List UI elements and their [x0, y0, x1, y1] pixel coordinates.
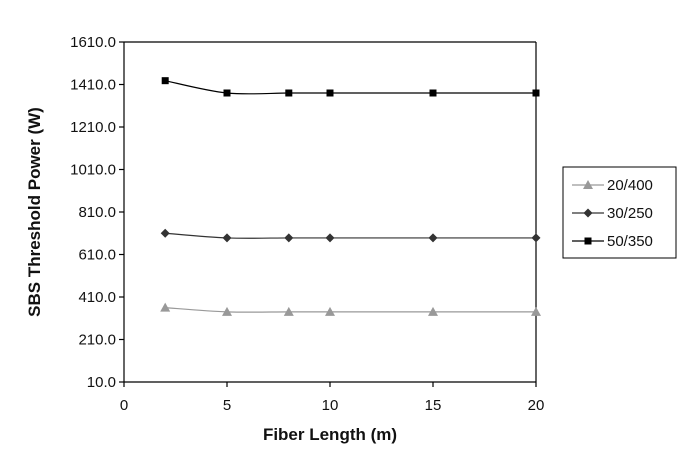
data-point	[428, 306, 438, 316]
data-point	[161, 77, 169, 85]
y-tick-label: 410.0	[78, 289, 116, 306]
data-point	[429, 89, 437, 97]
series-line-20-400	[165, 307, 536, 313]
data-point	[160, 228, 170, 238]
x-axis-title: Fiber Length (m)	[263, 425, 397, 444]
y-tick-label: 1610.0	[70, 34, 116, 51]
data-point	[283, 306, 294, 316]
y-tick-label: 610.0	[78, 247, 116, 264]
data-point	[532, 89, 540, 97]
data-point	[428, 233, 438, 243]
y-tick-label: 210.0	[78, 332, 116, 349]
y-tick-label: 1410.0	[70, 77, 116, 94]
data-point	[222, 306, 232, 316]
series-markers	[160, 77, 541, 316]
legend-label: 50/350	[607, 233, 653, 250]
legend-label: 20/400	[607, 177, 653, 194]
x-tick-label: 20	[528, 397, 545, 414]
legend-label: 30/250	[607, 205, 653, 222]
series-line-30-250	[165, 232, 536, 239]
y-tick-label: 10.0	[87, 374, 116, 391]
data-point	[284, 233, 294, 243]
x-ticks: 0 5 10 15 20	[120, 382, 545, 414]
y-tick-label: 1010.0	[70, 162, 116, 179]
y-tick-label: 1210.0	[70, 119, 116, 136]
x-tick-label: 15	[425, 397, 442, 414]
y-tick-label: 810.0	[78, 204, 116, 221]
data-point	[222, 233, 232, 243]
legend-marker	[584, 237, 592, 245]
data-point	[285, 89, 293, 97]
data-point	[223, 89, 231, 97]
data-point	[531, 306, 541, 316]
legend-marker	[583, 208, 593, 218]
x-tick-label: 5	[223, 397, 231, 414]
data-point	[531, 233, 541, 243]
x-tick-label: 0	[120, 397, 128, 414]
data-point	[325, 233, 335, 243]
x-tick-label: 10	[322, 397, 339, 414]
legend-marker	[583, 180, 593, 189]
series-lines	[165, 80, 536, 313]
data-point	[326, 89, 334, 97]
legend: 20/400 30/250 50/350	[562, 166, 677, 259]
y-axis-title: SBS Threshold Power (W)	[25, 107, 44, 317]
y-ticks: 10.0 210.0 410.0 610.0 810.0 1010.0 1210.0 1410…	[70, 34, 124, 391]
data-point	[325, 306, 335, 316]
series-line-50-350	[165, 80, 536, 95]
data-point	[160, 302, 171, 312]
